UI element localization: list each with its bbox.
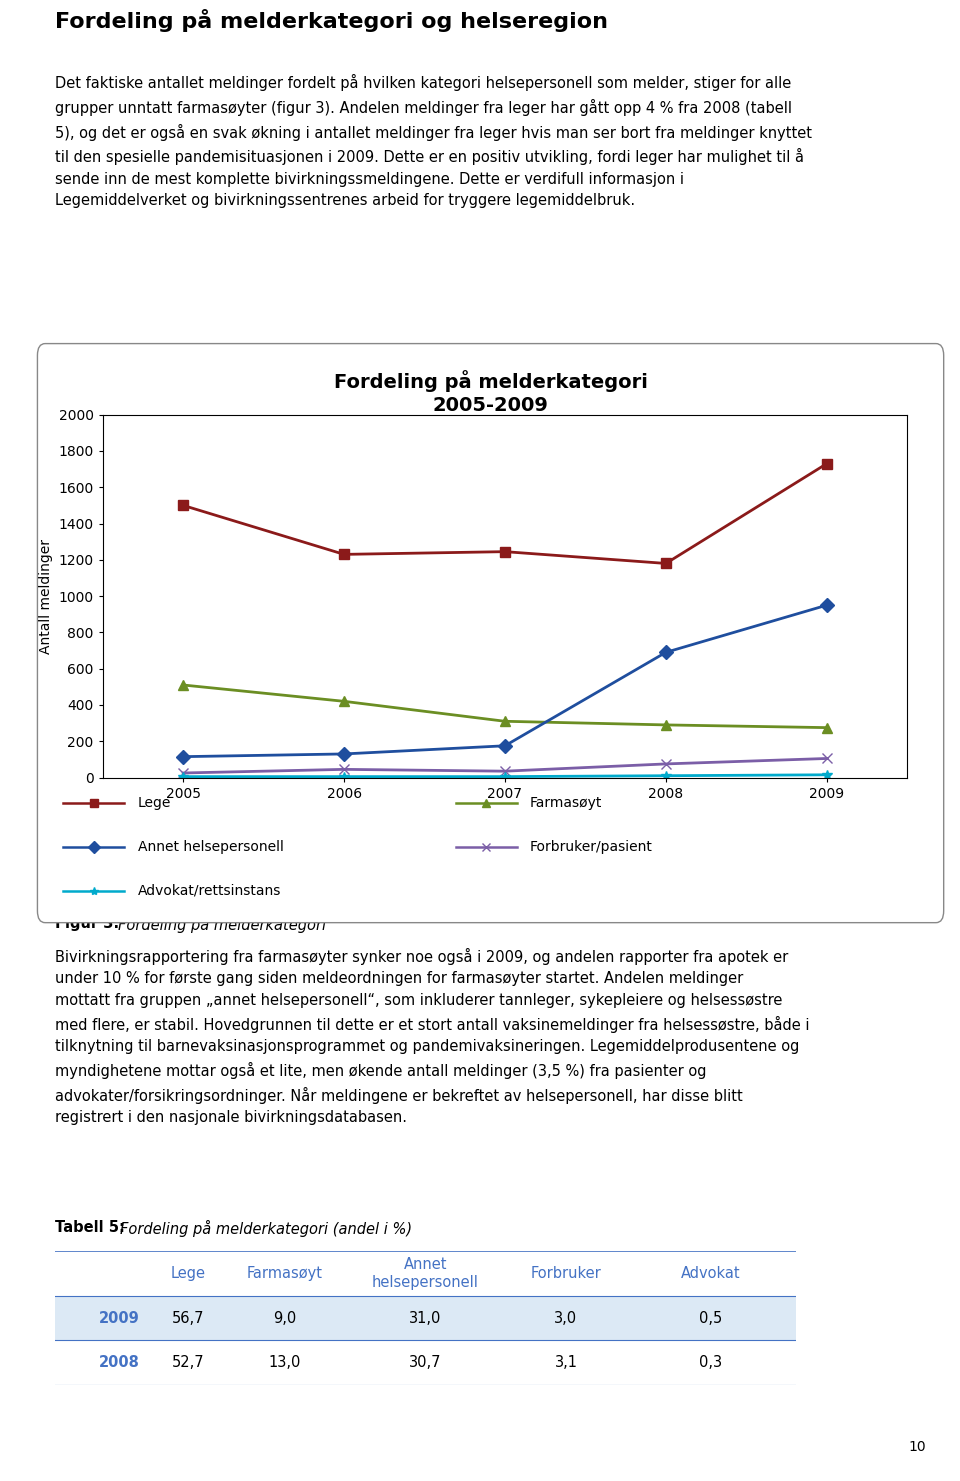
Lege bbox=[821, 455, 832, 472]
Text: Fordeling på melderkategori og helseregion: Fordeling på melderkategori og helseregi… bbox=[55, 9, 608, 33]
Text: Figur 3:: Figur 3: bbox=[55, 915, 119, 930]
Text: 0,3: 0,3 bbox=[699, 1355, 722, 1370]
Text: Tabell 5:: Tabell 5: bbox=[55, 1220, 125, 1235]
Text: Annet
helsepersonell: Annet helsepersonell bbox=[372, 1257, 479, 1290]
Y-axis label: Antall meldinger: Antall meldinger bbox=[39, 539, 53, 653]
Lege bbox=[660, 554, 672, 572]
Annet helsepersonell bbox=[499, 738, 511, 755]
Text: 56,7: 56,7 bbox=[172, 1311, 204, 1325]
Farmasøyt bbox=[178, 677, 189, 695]
Forbruker/pasient bbox=[499, 763, 511, 780]
Text: 2009: 2009 bbox=[99, 1311, 140, 1325]
Text: Lege: Lege bbox=[171, 1266, 205, 1281]
Advokat/rettsinstans bbox=[821, 766, 832, 783]
Farmasøyt bbox=[499, 712, 511, 730]
Text: Annet helsepersonell: Annet helsepersonell bbox=[137, 840, 283, 853]
Forbruker/pasient bbox=[660, 755, 672, 773]
Lege bbox=[499, 542, 511, 560]
Farmasøyt bbox=[821, 718, 832, 736]
Line: Forbruker/pasient: Forbruker/pasient bbox=[179, 754, 831, 778]
Bar bbox=[55, 1296, 796, 1340]
Advokat/rettsinstans bbox=[338, 767, 349, 785]
Text: 3,0: 3,0 bbox=[554, 1311, 578, 1325]
Lege bbox=[178, 496, 189, 514]
Text: 10: 10 bbox=[909, 1441, 926, 1454]
Line: Lege: Lege bbox=[179, 459, 831, 569]
Text: Advokat/rettsinstans: Advokat/rettsinstans bbox=[137, 884, 281, 897]
Advokat/rettsinstans bbox=[499, 767, 511, 785]
Text: 2008: 2008 bbox=[99, 1355, 140, 1370]
Farmasøyt bbox=[338, 693, 349, 711]
Line: Advokat/rettsinstans: Advokat/rettsinstans bbox=[179, 770, 831, 782]
Text: Det faktiske antallet meldinger fordelt på hvilken kategori helsepersonell som m: Det faktiske antallet meldinger fordelt … bbox=[55, 74, 812, 209]
Text: Forbruker: Forbruker bbox=[531, 1266, 601, 1281]
Text: 9,0: 9,0 bbox=[273, 1311, 296, 1325]
Forbruker/pasient bbox=[338, 760, 349, 778]
Text: 0,5: 0,5 bbox=[699, 1311, 722, 1325]
Text: Farmasøyt: Farmasøyt bbox=[247, 1266, 323, 1281]
Line: Farmasøyt: Farmasøyt bbox=[179, 680, 831, 733]
Text: 31,0: 31,0 bbox=[409, 1311, 442, 1325]
Text: Fordeling på melderkategori
2005-2009: Fordeling på melderkategori 2005-2009 bbox=[334, 370, 647, 415]
Annet helsepersonell bbox=[660, 643, 672, 661]
Text: Forbruker/pasient: Forbruker/pasient bbox=[530, 840, 653, 853]
Annet helsepersonell bbox=[338, 745, 349, 763]
Text: 30,7: 30,7 bbox=[409, 1355, 442, 1370]
Text: Fordeling på melderkategori: Fordeling på melderkategori bbox=[118, 915, 326, 933]
Line: Annet helsepersonell: Annet helsepersonell bbox=[179, 600, 831, 761]
Text: Advokat: Advokat bbox=[681, 1266, 740, 1281]
Advokat/rettsinstans bbox=[660, 767, 672, 785]
Annet helsepersonell bbox=[178, 748, 189, 766]
Text: Farmasøyt: Farmasøyt bbox=[530, 795, 602, 810]
Text: 3,1: 3,1 bbox=[555, 1355, 578, 1370]
Text: Lege: Lege bbox=[137, 795, 171, 810]
Annet helsepersonell bbox=[821, 597, 832, 615]
Text: 13,0: 13,0 bbox=[268, 1355, 300, 1370]
Farmasøyt bbox=[660, 715, 672, 733]
Forbruker/pasient bbox=[821, 749, 832, 767]
Lege bbox=[338, 545, 349, 563]
Text: Fordeling på melderkategori (andel i %): Fordeling på melderkategori (andel i %) bbox=[120, 1220, 412, 1237]
Text: Bivirkningsrapportering fra farmasøyter synker noe også i 2009, og andelen rappo: Bivirkningsrapportering fra farmasøyter … bbox=[55, 948, 809, 1126]
Advokat/rettsinstans bbox=[178, 767, 189, 785]
Forbruker/pasient bbox=[178, 764, 189, 782]
Text: 52,7: 52,7 bbox=[172, 1355, 204, 1370]
